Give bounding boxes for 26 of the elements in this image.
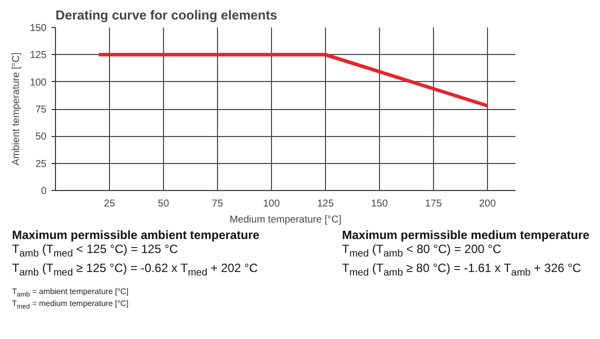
x-axis-title: Medium temperature [°C] — [230, 214, 342, 226]
x-tick-label: 175 — [425, 198, 442, 210]
text: T$_{amb}$ (T$_{med}$ < 125 °C) = 125 °C — [12, 242, 179, 262]
x-tick-label: 25 — [104, 198, 116, 210]
text: T$_{med}$ = medium temperature [°C] — [12, 299, 128, 312]
text: T$_{med}$ (T$_{amb}$ ≥ 80 °C) = -1.61 x T$_{amb}$ + 326 °C — [342, 261, 582, 281]
chart-title: Derating curve for cooling elements — [56, 8, 278, 22]
y-tick-label: 150 — [30, 23, 47, 34]
y-tick-label: 125 — [30, 50, 47, 62]
y-axis-title: Ambient temperature [°C] — [10, 52, 22, 166]
text: Maximum permissible medium temperature — [342, 228, 590, 242]
x-tick-label: 100 — [263, 198, 280, 210]
x-tick-label: 150 — [371, 198, 388, 210]
y-tick-label: 50 — [35, 132, 47, 143]
text: Maximum permissible ambient temperature — [12, 228, 260, 242]
y-tick-label: 75 — [35, 104, 47, 116]
text: T$_{amb}$ (T$_{med}$ ≥ 125 °C) = -0.62 x T$_{med}$ + 202 °C — [12, 261, 259, 281]
y-tick-label: 0 — [40, 186, 47, 197]
x-tick-label: 75 — [212, 198, 224, 210]
text: T$_{amb}$ = ambient temperature [°C] — [12, 286, 128, 300]
x-tick-label: 200 — [479, 198, 496, 210]
x-tick-label: 50 — [158, 198, 170, 210]
x-tick-label: 125 — [317, 198, 334, 210]
text: T$_{med}$ (T$_{amb}$ < 80 °C) = 200 °C — [342, 242, 502, 262]
y-tick-label: 25 — [35, 158, 47, 170]
y-tick-label: 100 — [30, 77, 47, 88]
